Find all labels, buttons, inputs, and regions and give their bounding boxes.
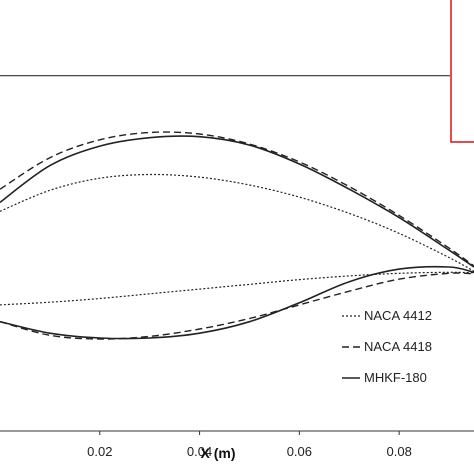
series-line-2-upper (0, 131, 474, 267)
legend-entry-2: NACA 4418 (364, 339, 432, 354)
series-line-1-lower (0, 271, 474, 306)
x-axis-label: X (m) (201, 445, 236, 461)
series-line-3-lower (0, 265, 474, 340)
x-ticks: 0.02 0.04 0.06 0.08 (87, 431, 412, 459)
legend-entry-1: NACA 4412 (364, 308, 432, 323)
series-line-3-upper (0, 135, 474, 268)
legend-entry-3: MHKF-180 (364, 370, 427, 385)
highlight-box (450, 0, 474, 143)
x-tick-label: 0.04 (187, 444, 212, 459)
legend: NACA 4412 NACA 4418 MHKF-180 (342, 308, 432, 385)
series-line-1-upper (0, 173, 474, 272)
x-tick-label: 0.08 (387, 444, 412, 459)
series-line-2-lower (0, 272, 474, 340)
x-tick-label: 0.06 (287, 444, 312, 459)
x-tick-label: 0.02 (87, 444, 112, 459)
plot-lines (0, 131, 474, 340)
x-axis: 0.02 0.04 0.06 0.08 X (m) (0, 430, 474, 461)
